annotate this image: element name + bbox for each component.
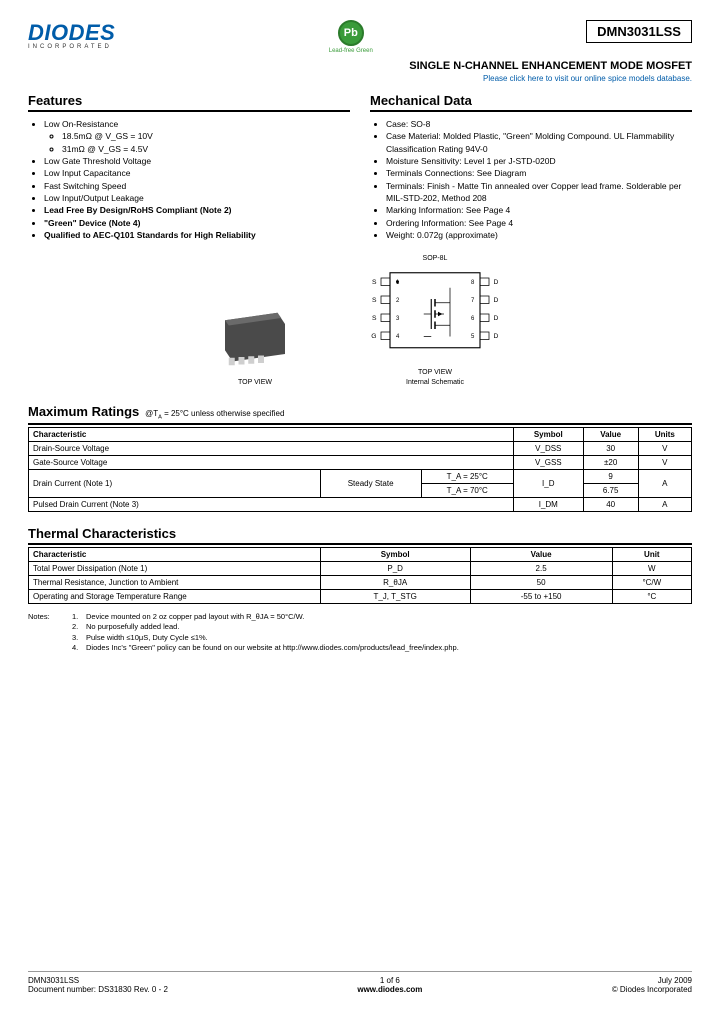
footer-left: DMN3031LSS Document number: DS31830 Rev.… — [28, 976, 168, 994]
pb-label: Lead-free Green — [329, 48, 373, 54]
footer-part: DMN3031LSS — [28, 976, 168, 985]
note-row: 3.Pulse width ≤10μS, Duty Cycle ≤1%. — [28, 633, 692, 644]
table-header: Symbol — [513, 427, 583, 441]
mechanical-item: Ordering Information: See Page 4 — [386, 217, 692, 229]
package-image: TOP VIEW — [210, 304, 300, 386]
footer-docnum: Document number: DS31830 Rev. 0 - 2 — [28, 985, 168, 994]
feature-subitem: 31mΩ @ V_GS = 4.5V — [62, 143, 350, 155]
svg-text:D: D — [494, 279, 499, 286]
schematic-image: SOP-8L S1S2S3G4 D8D7D6D5 TOP VIEW Intern… — [360, 255, 510, 386]
schematic-label1: TOP VIEW — [360, 369, 510, 376]
sop-label: SOP-8L — [360, 255, 510, 262]
leadfree-badge: Pb Lead-free Green — [329, 20, 373, 54]
mechanical-title: Mechanical Data — [370, 93, 692, 112]
svg-text:3: 3 — [396, 316, 400, 322]
table-row: Total Power Dissipation (Note 1)P_D2.5W — [29, 561, 692, 575]
feature-item: Low Input Capacitance — [44, 167, 350, 179]
table-header: Symbol — [320, 547, 470, 561]
svg-text:S: S — [372, 279, 377, 286]
feature-item: Lead Free By Design/RoHS Compliant (Note… — [44, 204, 350, 216]
table-header: Units — [638, 427, 691, 441]
note-row: 4.Diodes Inc's "Green" policy can be fou… — [28, 643, 692, 654]
header: DIODES INCORPORATED Pb Lead-free Green D… — [28, 20, 692, 54]
svg-text:8: 8 — [471, 280, 475, 286]
footer-copyright: © Diodes Incorporated — [612, 985, 692, 994]
mechanical-item: Case Material: Molded Plastic, "Green" M… — [386, 130, 692, 155]
package-top-view-label: TOP VIEW — [210, 379, 300, 386]
mechanical-item: Weight: 0.072g (approximate) — [386, 229, 692, 241]
features-list: Low On-Resistance18.5mΩ @ V_GS = 10V31mΩ… — [28, 118, 350, 241]
table-row: Operating and Storage Temperature RangeT… — [29, 589, 692, 603]
svg-text:2: 2 — [396, 298, 400, 304]
svg-text:7: 7 — [471, 298, 475, 304]
feature-item: Qualified to AEC-Q101 Standards for High… — [44, 229, 350, 241]
spice-models-link[interactable]: Please click here to visit our online sp… — [28, 74, 692, 83]
max-ratings-text: Maximum Ratings — [28, 404, 139, 419]
table-row: Pulsed Drain Current (Note 3)I_DM40A — [29, 497, 692, 511]
thermal-table: CharacteristicSymbolValueUnit Total Powe… — [28, 547, 692, 604]
logo: DIODES INCORPORATED — [28, 20, 115, 50]
mechanical-column: Mechanical Data Case: SO-8Case Material:… — [370, 93, 692, 241]
thermal-title: Thermal Characteristics — [28, 526, 692, 545]
table-header: Characteristic — [29, 427, 514, 441]
footer-page: 1 of 6 — [357, 976, 422, 985]
footer-mid: 1 of 6 www.diodes.com — [357, 976, 422, 994]
table-row: Gate-Source VoltageV_GSS±20V — [29, 455, 692, 469]
table-row: Thermal Resistance, Junction to AmbientR… — [29, 575, 692, 589]
images-row: TOP VIEW SOP-8L S1S2S3G4 D8D7D6D5 TOP VI… — [28, 255, 692, 386]
chip-svg — [210, 304, 300, 374]
notes: Notes:1.Device mounted on 2 oz copper pa… — [28, 612, 692, 654]
note-row: 2.No purposefully added lead. — [28, 622, 692, 633]
table-row: Drain Current (Note 1)Steady StateT_A = … — [29, 469, 692, 483]
mechanical-item: Case: SO-8 — [386, 118, 692, 130]
max-ratings-table: CharacteristicSymbolValueUnits Drain-Sou… — [28, 427, 692, 512]
table-row: Drain-Source VoltageV_DSS30V — [29, 441, 692, 455]
footer: DMN3031LSS Document number: DS31830 Rev.… — [28, 971, 692, 994]
mechanical-item: Terminals: Finish - Matte Tin annealed o… — [386, 180, 692, 205]
svg-text:D: D — [494, 297, 499, 304]
footer-date: July 2009 — [612, 976, 692, 985]
logo-text: DIODES — [28, 20, 115, 46]
logo-subtext: INCORPORATED — [28, 44, 115, 50]
feature-item: Low Gate Threshold Voltage — [44, 155, 350, 167]
svg-text:6: 6 — [471, 316, 475, 322]
feature-item: "Green" Device (Note 4) — [44, 217, 350, 229]
svg-text:S: S — [372, 315, 377, 322]
note-row: Notes:1.Device mounted on 2 oz copper pa… — [28, 612, 692, 623]
max-ratings-title: Maximum Ratings @TA = 25°C unless otherw… — [28, 404, 692, 425]
mechanical-item: Terminals Connections: See Diagram — [386, 167, 692, 179]
columns: Features Low On-Resistance18.5mΩ @ V_GS … — [28, 93, 692, 241]
mechanical-item: Moisture Sensitivity: Level 1 per J-STD-… — [386, 155, 692, 167]
svg-text:D: D — [494, 333, 499, 340]
svg-text:G: G — [371, 333, 376, 340]
max-ratings-cond: @TA = 25°C unless otherwise specified — [143, 409, 285, 418]
features-title: Features — [28, 93, 350, 112]
mechanical-item: Marking Information: See Page 4 — [386, 204, 692, 216]
mechanical-list: Case: SO-8Case Material: Molded Plastic,… — [370, 118, 692, 241]
feature-item: Low On-Resistance18.5mΩ @ V_GS = 10V31mΩ… — [44, 118, 350, 155]
feature-item: Fast Switching Speed — [44, 180, 350, 192]
table-header: Unit — [612, 547, 691, 561]
header-right: DMN3031LSS — [586, 20, 692, 43]
table-header: Value — [583, 427, 638, 441]
svg-text:S: S — [372, 297, 377, 304]
footer-url: www.diodes.com — [357, 985, 422, 994]
feature-item: Low Input/Output Leakage — [44, 192, 350, 204]
table-header: Value — [470, 547, 612, 561]
svg-text:D: D — [494, 315, 499, 322]
footer-right: July 2009 © Diodes Incorporated — [612, 976, 692, 994]
svg-text:4: 4 — [396, 334, 400, 340]
table-header: Characteristic — [29, 547, 321, 561]
part-number-box: DMN3031LSS — [586, 20, 692, 43]
features-column: Features Low On-Resistance18.5mΩ @ V_GS … — [28, 93, 350, 241]
pb-icon: Pb — [338, 20, 364, 46]
product-subtitle: SINGLE N-CHANNEL ENHANCEMENT MODE MOSFET — [28, 60, 692, 72]
svg-text:5: 5 — [471, 334, 475, 340]
schematic-svg: S1S2S3G4 D8D7D6D5 — [360, 264, 510, 364]
feature-subitem: 18.5mΩ @ V_GS = 10V — [62, 130, 350, 142]
schematic-label2: Internal Schematic — [360, 379, 510, 386]
